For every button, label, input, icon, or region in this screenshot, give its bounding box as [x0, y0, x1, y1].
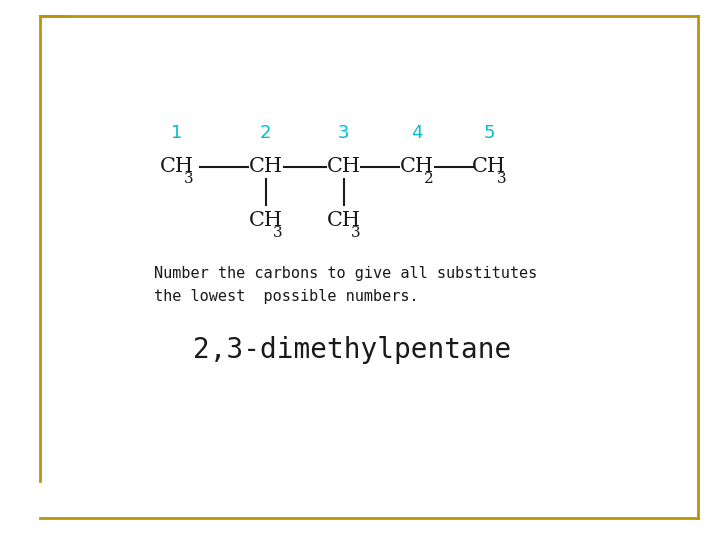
Text: CH: CH	[160, 157, 194, 176]
Text: CH: CH	[249, 211, 283, 230]
Text: 1: 1	[171, 124, 182, 143]
Text: CH: CH	[327, 157, 361, 176]
Text: CH: CH	[400, 157, 433, 176]
Text: 3: 3	[184, 172, 194, 186]
Text: 3: 3	[338, 124, 350, 143]
Text: CH: CH	[327, 211, 361, 230]
Text: 2: 2	[260, 124, 271, 143]
Text: CH: CH	[472, 157, 506, 176]
Text: 4: 4	[410, 124, 422, 143]
Text: 3: 3	[273, 226, 283, 240]
Text: Number the carbons to give all substitutes
the lowest  possible numbers.: Number the carbons to give all substitut…	[154, 266, 537, 303]
Text: 3: 3	[351, 226, 361, 240]
Text: CH: CH	[249, 157, 283, 176]
Text: 2: 2	[424, 172, 433, 186]
Text: 3: 3	[496, 172, 506, 186]
Text: 2,3-dimethylpentane: 2,3-dimethylpentane	[193, 336, 511, 363]
Text: 5: 5	[483, 124, 495, 143]
